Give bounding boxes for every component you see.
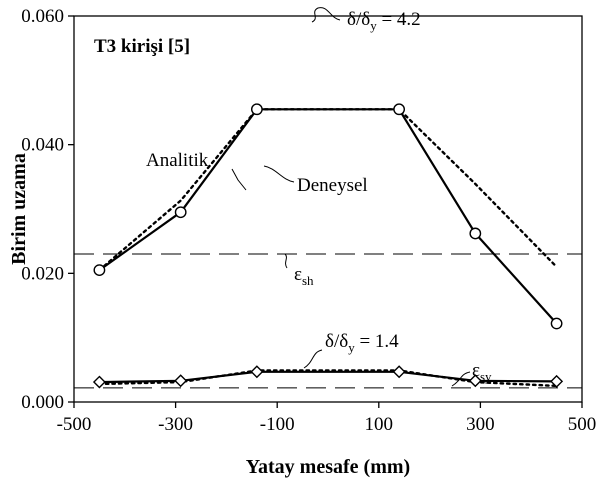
deneysel-point-circle — [550, 317, 563, 330]
leader-ratio-low — [303, 349, 323, 369]
deneysel-point-circle — [469, 227, 482, 240]
x-tick-label: 100 — [365, 414, 394, 435]
deneysel-point-circle — [250, 103, 263, 116]
deneysel-point-diamond — [392, 365, 406, 379]
leader-ratio-high — [311, 7, 341, 23]
deneysel-point-diamond — [468, 374, 482, 388]
analitik-line-1-4 — [98, 369, 558, 388]
axis-ticks: -500 -300 -100 100 300 500 0.000 0.020 0.040 0.06… — [21, 6, 596, 435]
deneysel-point-diamond — [550, 374, 564, 388]
x-tick-label: 500 — [568, 414, 597, 435]
deneysel-point-diamond — [174, 374, 188, 388]
y-axis-label: Birim uzama — [8, 153, 30, 265]
annotation-analitik: Analitik — [146, 150, 209, 171]
x-axis-label: Yatay mesafe (mm) — [246, 456, 410, 478]
deneysel-point-diamond — [92, 375, 106, 389]
series-markers — [92, 103, 564, 389]
x-tick-label: 300 — [466, 414, 495, 435]
deneysel-point-diamond — [250, 365, 264, 379]
y-tick-label: 0.060 — [21, 6, 64, 27]
x-tick-label: -100 — [260, 414, 295, 435]
leader-deneysel — [263, 165, 295, 183]
y-tick-label: 0.040 — [21, 135, 64, 156]
leader-analitik — [231, 168, 247, 191]
deneysel-point-circle — [174, 206, 187, 219]
analitik-line-4-2 — [98, 108, 558, 272]
annotation-eps-sh: εsh — [294, 264, 314, 288]
chart-title: T3 kirişi [5] — [94, 36, 190, 57]
annotation-leaders — [231, 7, 471, 387]
x-tick-label: -300 — [158, 414, 193, 435]
annotation-deneysel: Deneysel — [297, 175, 368, 196]
annotation-ratio-low: δ/δy = 1.4 — [325, 331, 399, 355]
annotation-ratio-high: δ/δy = 4.2 — [347, 9, 421, 33]
leader-eps-sh — [284, 253, 288, 269]
leader-eps-sy — [451, 371, 471, 387]
x-tick-label: -500 — [57, 414, 92, 435]
reference-lines — [74, 253, 582, 389]
y-tick-label: 0.000 — [21, 392, 64, 413]
annotation-eps-sy: εsy — [472, 360, 492, 384]
plot-frame — [73, 15, 583, 403]
deneysel-line-1-4 — [99, 370, 557, 384]
deneysel-point-circle — [93, 264, 106, 277]
y-tick-label: 0.020 — [21, 263, 64, 284]
deneysel-line-4-2 — [98, 108, 558, 325]
series-lines — [98, 108, 558, 388]
deneysel-point-circle — [393, 103, 406, 116]
